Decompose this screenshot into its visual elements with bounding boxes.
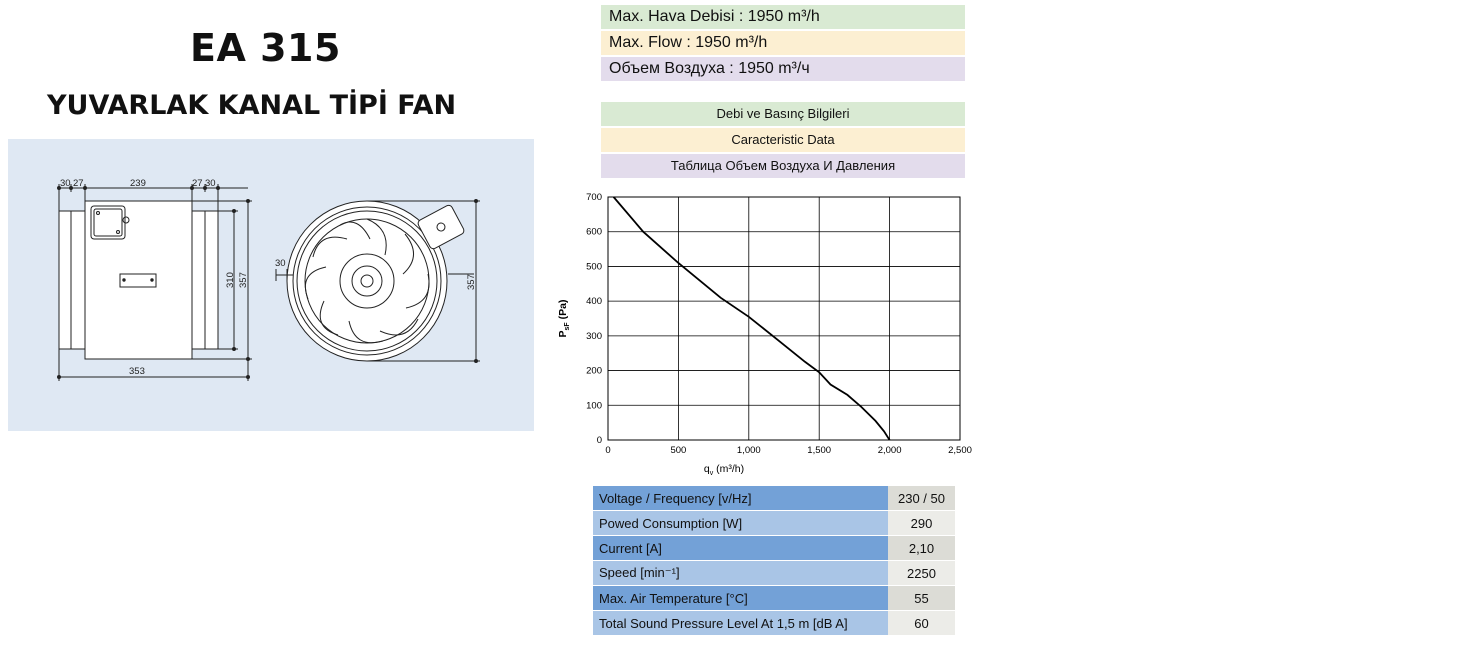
model-title: EA 315: [190, 26, 341, 70]
y-tick-label: 400: [586, 296, 602, 307]
dim-27-left: 27: [73, 178, 84, 189]
x-tick-label: 2,000: [878, 445, 902, 456]
spec-label: Powed Consumption [W]: [593, 511, 888, 535]
spec-label: Voltage / Frequency [v/Hz]: [593, 486, 888, 510]
y-tick-label: 500: [586, 261, 602, 272]
dim-310: 310: [225, 272, 236, 288]
fan-front-view: [275, 199, 480, 363]
table-row: Speed [min⁻¹] 2250: [593, 561, 955, 585]
max-flow-ru: Объем Воздуха : 1950 m³/ч: [601, 57, 965, 81]
y-tick-label: 700: [586, 192, 602, 203]
fan-side-view: [57, 184, 252, 381]
dim-239: 239: [130, 178, 146, 189]
table-row: Max. Air Temperature [°C] 55: [593, 586, 955, 610]
x-tick-label: 1,500: [807, 445, 831, 456]
table-row: Voltage / Frequency [v/Hz] 230 / 50: [593, 486, 955, 510]
y-tick-label: 100: [586, 400, 602, 411]
product-subtitle: YUVARLAK KANAL TİPİ FAN: [47, 90, 457, 121]
dim-353: 353: [129, 366, 145, 377]
data-header-ru: Таблица Объем Воздуха И Давления: [601, 154, 965, 178]
spec-value: 2250: [888, 561, 955, 585]
dim-30-left: 30: [60, 178, 71, 189]
spec-label: Speed [min⁻¹]: [593, 561, 888, 585]
dim-30-right: 30: [205, 178, 216, 189]
spec-value: 290: [888, 511, 955, 535]
dim-357-front: 357: [466, 274, 477, 290]
spec-value: 2,10: [888, 536, 955, 560]
electrical-specs-table: Voltage / Frequency [v/Hz] 230 / 50 Powe…: [593, 485, 955, 636]
y-tick-label: 200: [586, 366, 602, 377]
performance-chart-svg: 0 500 1,000 1,500 2,000 2,500 0 100 200 300 400 500…: [557, 192, 972, 477]
y-tick-label: 300: [586, 331, 602, 342]
performance-curve: [612, 196, 891, 441]
max-flow-en: Max. Flow : 1950 m³/h: [601, 31, 965, 55]
x-axis-label: qv (m³/h): [704, 463, 744, 477]
x-tick-label: 500: [670, 445, 686, 456]
fan-dimension-drawing: 30 27 239 27 30 353 310 357 30 357: [57, 178, 480, 381]
max-flow-tr: Max. Hava Debisi : 1950 m³/h: [601, 5, 965, 29]
spec-value: 230 / 50: [888, 486, 955, 510]
spec-label: Max. Air Temperature [°C]: [593, 586, 888, 610]
dim-30-front: 30: [275, 258, 286, 269]
y-tick-label: 600: [586, 227, 602, 238]
spec-value: 60: [888, 611, 955, 635]
x-tick-label: 1,000: [737, 445, 761, 456]
data-header-tr: Debi ve Basınç Bilgileri: [601, 102, 965, 126]
y-axis-label: PsF (Pa): [557, 300, 571, 338]
technical-drawing: 30 27 239 27 30 353 310 357 30 357: [8, 139, 534, 431]
data-header-en: Caracteristic Data: [601, 128, 965, 152]
spec-label: Current [A]: [593, 536, 888, 560]
spec-label: Total Sound Pressure Level At 1,5 m [dB …: [593, 611, 888, 635]
dim-27-right: 27: [192, 178, 203, 189]
x-tick-label: 0: [605, 445, 610, 456]
spec-value: 55: [888, 586, 955, 610]
y-tick-label: 0: [597, 435, 602, 446]
x-tick-label: 2,500: [948, 445, 972, 456]
plot-area: [607, 196, 961, 441]
performance-chart: 0 500 1,000 1,500 2,000 2,500 0 100 200 300 400 500…: [552, 186, 972, 482]
dim-357-side: 357: [238, 272, 249, 288]
table-row: Current [A] 2,10: [593, 536, 955, 560]
table-row: Powed Consumption [W] 290: [593, 511, 955, 535]
table-row: Total Sound Pressure Level At 1,5 m [dB …: [593, 611, 955, 635]
